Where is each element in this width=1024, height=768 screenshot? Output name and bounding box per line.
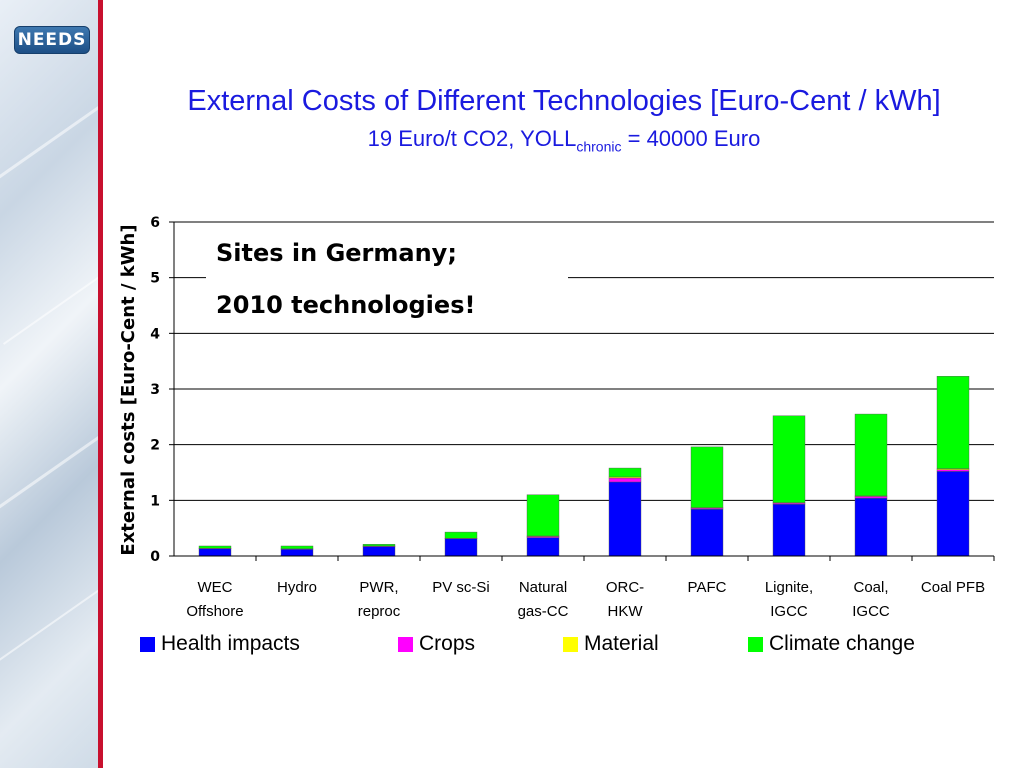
bar-segment xyxy=(198,548,232,557)
bar-segment xyxy=(280,549,314,557)
bar-segment xyxy=(280,545,314,549)
x-tick-label: IGCC xyxy=(770,603,808,620)
x-tick-label: WEC xyxy=(198,579,233,596)
x-tick-label: PV sc-Si xyxy=(432,579,490,596)
y-axis-label: External costs [Euro-Cent / kWh] xyxy=(118,224,139,555)
x-tick-label: Coal, xyxy=(853,579,888,596)
x-tick-label: ORC- xyxy=(606,579,644,596)
x-tick-label: Natural xyxy=(519,579,567,596)
legend-item: Health impacts xyxy=(140,632,300,656)
legend-swatch xyxy=(398,636,413,652)
needs-logo: NEEDS xyxy=(14,26,90,54)
annotation-line-1: Sites in Germany; xyxy=(216,239,457,267)
subtitle-suffix: = 40000 Euro xyxy=(621,126,761,151)
legend-label: Material xyxy=(584,632,659,655)
bar-segment xyxy=(444,538,478,557)
bar-segment xyxy=(936,469,970,472)
bar-segment xyxy=(526,494,560,537)
bar-segment xyxy=(608,467,642,478)
bar-segment xyxy=(362,546,396,557)
bar-segment xyxy=(362,544,396,547)
bars xyxy=(198,375,970,557)
bar-segment xyxy=(772,415,806,503)
legend-label: Health impacts xyxy=(161,632,300,655)
y-tick-label: 0 xyxy=(150,549,160,565)
accent-divider xyxy=(98,0,103,768)
bar-segment xyxy=(526,537,560,557)
decorative-sidebar xyxy=(0,0,128,768)
bar-segment xyxy=(772,504,806,557)
bar-segment xyxy=(854,413,888,497)
bar-segment xyxy=(854,497,888,557)
x-tick-label: Coal PFB xyxy=(921,579,985,596)
legend-swatch xyxy=(140,636,155,652)
bar-segment xyxy=(608,481,642,557)
chart-subtitle: 19 Euro/t CO2, YOLLchronic = 40000 Euro xyxy=(104,124,1024,161)
x-tick-label: reproc xyxy=(358,603,401,620)
axes: 0 1 2 3 4 5 6 WEC Offshore Hydro PWR, reproc PV sc-S… xyxy=(150,215,995,620)
chart-legend: Health impacts Crops Material Climate chang… xyxy=(140,632,1020,658)
bar-segment xyxy=(608,477,642,483)
x-tick-label: Hydro xyxy=(277,579,317,596)
x-tick-label: IGCC xyxy=(852,603,890,620)
bar-segment xyxy=(198,545,232,549)
bar-segment xyxy=(936,375,970,469)
legend-item: Material xyxy=(563,632,659,656)
legend-label: Climate change xyxy=(769,632,915,655)
y-tick-label: 1 xyxy=(150,493,160,509)
x-tick-label: Lignite, xyxy=(765,579,813,596)
bar-segment xyxy=(936,471,970,557)
x-tick-label: gas-CC xyxy=(518,603,569,620)
bar-segment xyxy=(444,531,478,539)
x-tick-label: HKW xyxy=(608,603,644,620)
y-tick-label: 6 xyxy=(150,215,160,231)
sites-annotation: Sites in Germany; 2010 technologies! xyxy=(216,236,516,340)
x-tick-label: PWR, xyxy=(359,579,398,596)
legend-item: Crops xyxy=(398,632,475,656)
y-tick-label: 2 xyxy=(150,438,160,454)
legend-label: Crops xyxy=(419,632,476,655)
chart-title: External Costs of Different Technologies… xyxy=(187,85,941,117)
x-tick-label: PAFC xyxy=(688,579,727,596)
bar-segment xyxy=(690,446,724,508)
legend-swatch xyxy=(563,636,578,652)
y-tick-label: 4 xyxy=(150,326,160,342)
legend-swatch xyxy=(748,636,763,652)
annotation-line-2: 2010 technologies! xyxy=(216,291,476,319)
y-tick-label: 5 xyxy=(150,271,160,287)
subtitle-main: 19 Euro/t CO2, YOLL xyxy=(367,126,577,151)
legend-item: Climate change xyxy=(748,632,915,656)
x-tick-label: Offshore xyxy=(186,603,243,620)
y-tick-label: 3 xyxy=(150,382,160,398)
bar-segment xyxy=(690,509,724,557)
bar-segment xyxy=(854,496,888,499)
subtitle-subscript: chronic xyxy=(576,138,622,155)
